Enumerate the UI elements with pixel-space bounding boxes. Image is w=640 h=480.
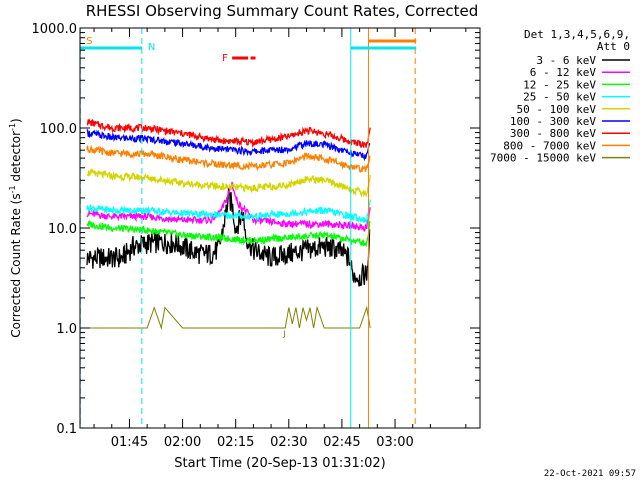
series-line [86, 168, 371, 198]
series-line [86, 144, 371, 174]
series-line [86, 181, 371, 233]
j-marker-label: J [282, 330, 285, 339]
x-tick-label: 01:45 [111, 435, 148, 450]
series-line [87, 305, 371, 330]
series-line [86, 118, 371, 148]
y-tick-label: 100.0 [40, 122, 77, 137]
legend-header: Det 1,3,4,5,6,9, [524, 28, 630, 41]
legend-entry-label: 800 - 7000 keV [503, 139, 596, 152]
legend-header: Att 0 [597, 40, 630, 53]
y-axis-label-main: Corrected Count Rate (s [9, 193, 23, 337]
x-axis-ticks: 01:45 02:00 02:15 02:30 02:45 03:00 [93, 28, 467, 450]
legend-entry-label: 6 - 12 keV [530, 66, 597, 79]
legend-entry-label: 50 - 100 keV [517, 103, 597, 116]
legend-entry-label: 25 - 50 keV [523, 91, 596, 104]
series-line [86, 199, 371, 224]
x-tick-label: 02:30 [270, 435, 307, 450]
legend-entry-label: 3 - 6 keV [536, 54, 596, 67]
footer-timestamp: 22-Oct-2021 09:57 [544, 469, 636, 479]
chart-title: RHESSI Observing Summary Count Rates, Co… [86, 2, 479, 20]
y-axis-label-end: ) [9, 118, 23, 123]
x-tick-label: 02:00 [164, 435, 201, 450]
y-tick-label: 10.0 [48, 222, 77, 237]
y-tick-label: 1.0 [56, 322, 77, 337]
y-axis-label-mid: detector [9, 131, 23, 186]
x-tick-label: 02:45 [323, 435, 360, 450]
y-axis-label-sup1: -1 [8, 185, 17, 193]
legend-entry-label: 100 - 300 keV [510, 115, 596, 128]
y-axis-label-sup2: -1 [8, 123, 17, 131]
legend-entry-label: 12 - 25 keV [523, 78, 596, 91]
x-tick-label: 03:00 [376, 435, 413, 450]
x-tick-label: 02:15 [217, 435, 254, 450]
legend-entry-label: 7000 - 15000 keV [490, 152, 596, 165]
saa-label: S [86, 36, 92, 47]
night-label: N [148, 42, 155, 53]
flare-label: F [222, 53, 228, 64]
y-tick-label: 0.1 [56, 422, 77, 437]
data-layer [86, 118, 371, 330]
y-axis-label: Corrected Count Rate (s-1 detector-1) [8, 118, 23, 337]
x-axis-label: Start Time (20-Sep-13 01:31:02) [174, 456, 385, 471]
legend-entry-label: 300 - 800 keV [510, 127, 596, 140]
series-line [86, 219, 371, 248]
y-axis-ticks: 0.1 1.0 10.0 100.0 1000.0 [32, 22, 480, 437]
y-tick-label: 1000.0 [32, 22, 78, 37]
series-line [86, 129, 371, 162]
